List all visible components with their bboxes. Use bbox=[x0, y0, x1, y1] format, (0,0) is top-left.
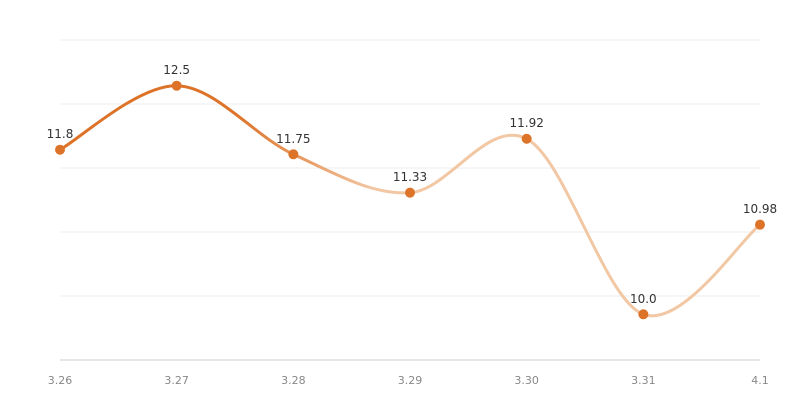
value-label: 10.98 bbox=[743, 202, 777, 216]
point bbox=[638, 309, 649, 320]
point bbox=[755, 219, 765, 230]
x-tick-label: 3.31 bbox=[631, 374, 656, 387]
x-tick-label: 3.27 bbox=[164, 374, 189, 387]
line bbox=[59, 84, 761, 318]
x-tick-label: 3.26 bbox=[48, 374, 73, 387]
x-tick-label: 3.29 bbox=[398, 374, 423, 387]
value-label: 11.8 bbox=[47, 127, 74, 141]
x-tick-label: 3.30 bbox=[514, 374, 539, 387]
value-label: 11.92 bbox=[509, 116, 543, 130]
x-tick-label: 3.28 bbox=[281, 374, 306, 387]
value-label: 12.5 bbox=[163, 63, 190, 77]
point bbox=[55, 144, 65, 155]
point bbox=[288, 149, 299, 160]
point bbox=[521, 133, 532, 144]
value-label: 11.33 bbox=[393, 170, 427, 184]
value-label: 10.0 bbox=[630, 292, 657, 306]
value-label: 11.75 bbox=[276, 132, 310, 146]
x-tick-label: 4.1 bbox=[751, 374, 769, 387]
point bbox=[171, 80, 182, 91]
point bbox=[405, 187, 415, 198]
